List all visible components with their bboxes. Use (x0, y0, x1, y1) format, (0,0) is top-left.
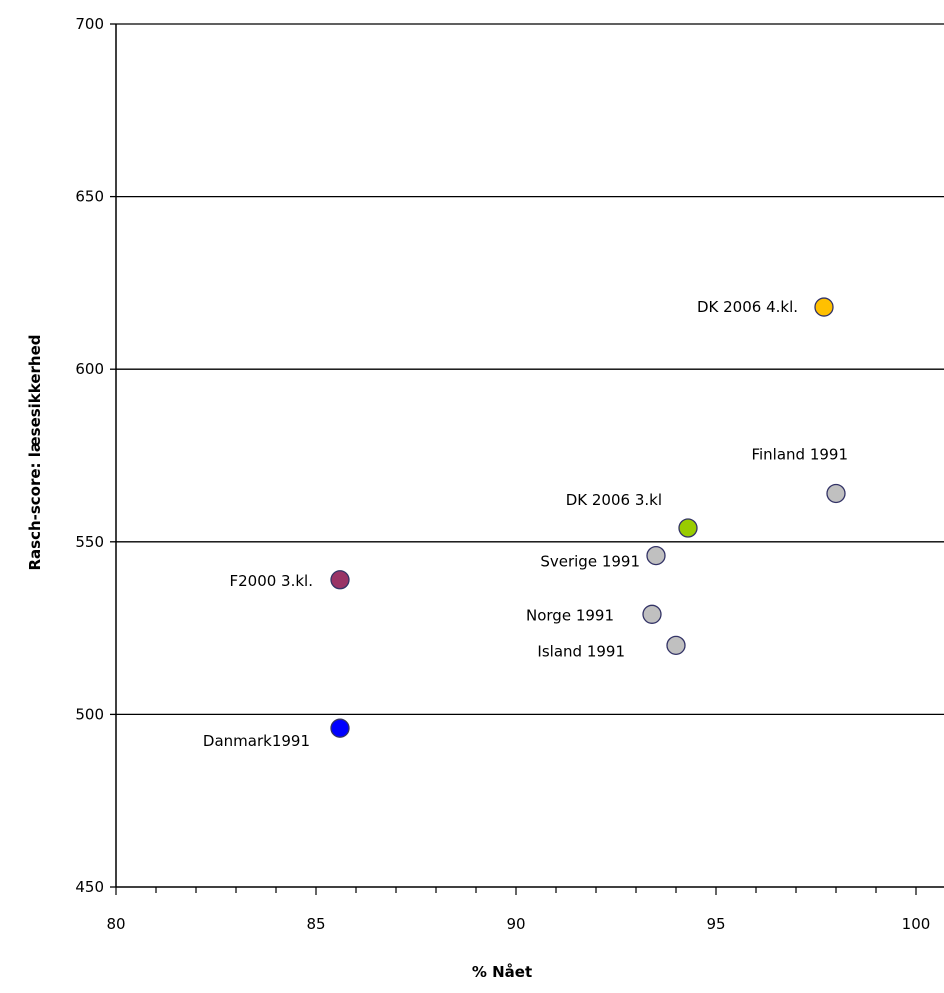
data-label: Norge 1991 (526, 606, 614, 624)
data-point (678, 518, 698, 538)
data-label: F2000 3.kl. (229, 572, 313, 590)
data-label: Finland 1991 (751, 445, 848, 463)
y-tick-label: 550 (75, 533, 104, 551)
data-point (330, 570, 350, 590)
x-tick-label: 80 (106, 915, 125, 933)
axes (115, 24, 944, 888)
data-point (646, 545, 666, 566)
y-tick-label: 700 (75, 15, 104, 33)
data-point (642, 604, 662, 624)
data-point (666, 635, 686, 656)
x-tick-label: 100 (902, 915, 931, 933)
x-tick-label: 90 (506, 915, 525, 933)
ticks: 700 650 600 550 500 450 80 85 90 95 100 (75, 15, 930, 933)
data-point (814, 297, 834, 317)
gridlines (116, 23, 944, 716)
data-label: Danmark1991 (203, 732, 310, 750)
data-point (330, 718, 350, 738)
y-axis-title: Rasch-score: læsesikkerhed (26, 334, 44, 570)
x-tick-label: 95 (706, 915, 725, 933)
data-label: DK 2006 3.kl (566, 491, 662, 509)
x-axis-title: % Nået (472, 963, 532, 981)
y-tick-label: 650 (75, 188, 104, 206)
y-tick-label: 500 (75, 705, 104, 723)
y-tick-label: 450 (75, 878, 104, 896)
data-point (826, 483, 846, 504)
data-label: Island 1991 (537, 642, 625, 660)
x-tick-label: 85 (306, 915, 325, 933)
data-labels: DK 2006 4.kl. Finland 1991 DK 2006 3.kl Sve… (203, 298, 848, 750)
y-tick-label: 600 (75, 360, 104, 378)
data-label: Sverige 1991 (540, 553, 640, 571)
data-points (330, 297, 846, 738)
data-label: DK 2006 4.kl. (697, 298, 798, 316)
